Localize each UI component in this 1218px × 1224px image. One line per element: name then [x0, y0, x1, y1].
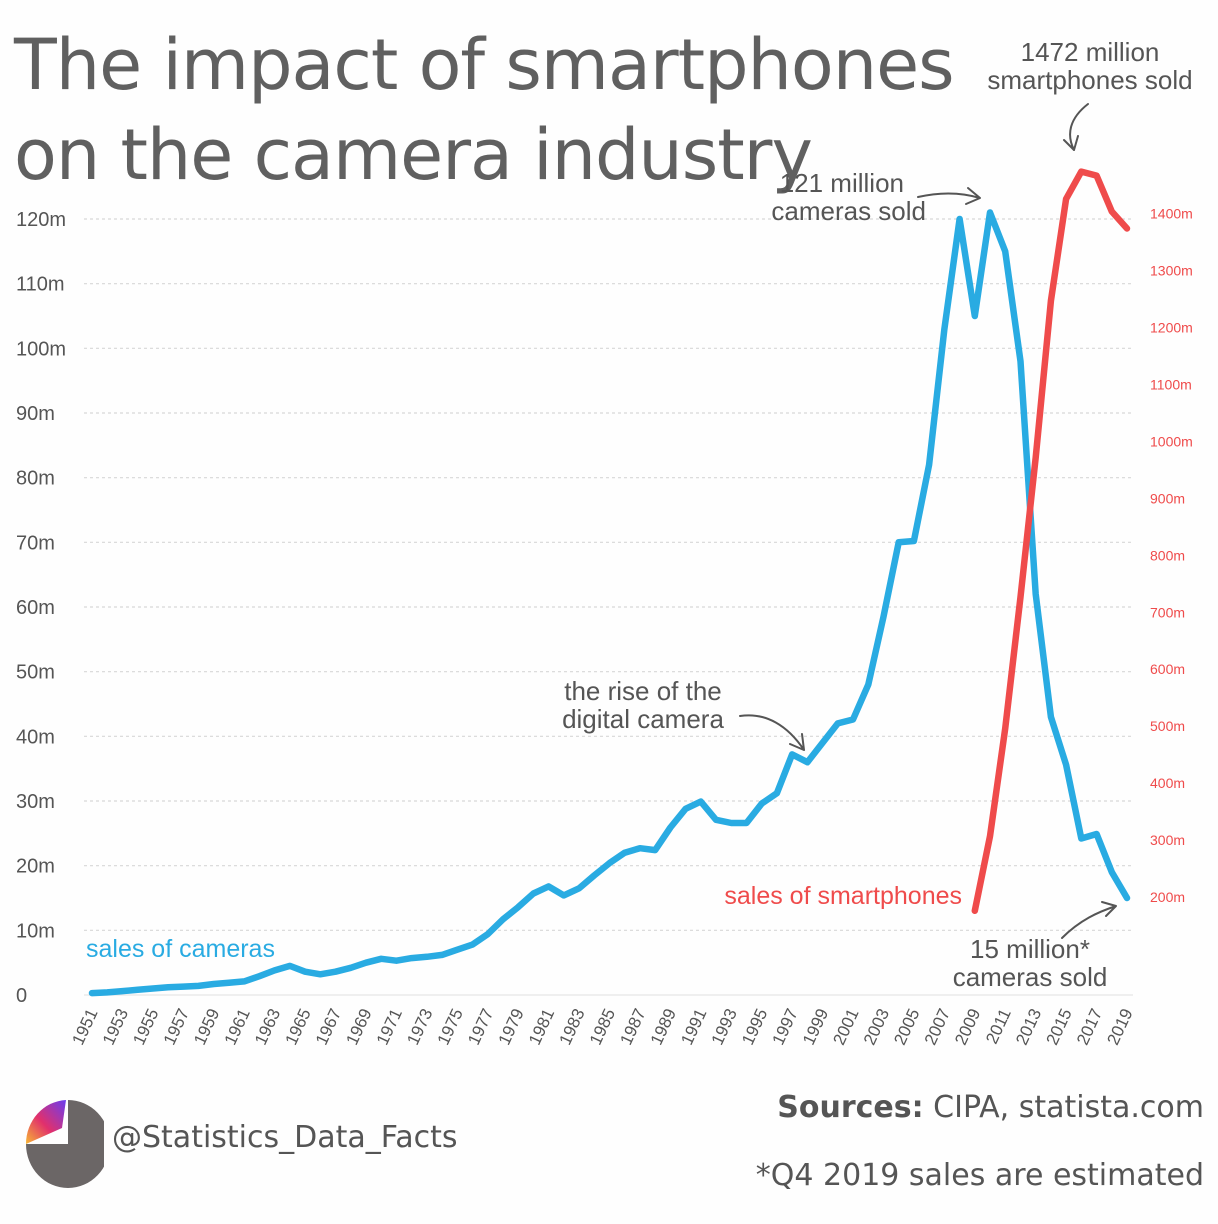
x-tick-label: 2003: [860, 1006, 893, 1048]
x-tick-label: 1975: [434, 1006, 467, 1048]
social-handle: @Statistics_Data_Facts: [112, 1120, 458, 1155]
x-tick-label: 1963: [251, 1006, 284, 1048]
y-left-tick-label: 110m: [16, 274, 65, 296]
y-right-tick-label: 1300m: [1150, 263, 1193, 279]
page-title: The impact of smartphones on the camera …: [14, 20, 955, 200]
title-line-2: on the camera industry: [14, 114, 813, 196]
y-left-tick-label: 40m: [16, 726, 55, 748]
y-left-tick-label: 0: [16, 985, 27, 1007]
x-tick-label: 2001: [829, 1006, 862, 1048]
annotation-cameras-peak-line2: cameras sold: [771, 196, 926, 226]
x-tick-label: 1961: [221, 1006, 254, 1048]
y-left-tick-label: 70m: [16, 532, 55, 554]
sources-text: CIPA, statista.com: [923, 1090, 1204, 1125]
x-tick-label: 1967: [312, 1006, 345, 1048]
y-left-tick-label: 50m: [16, 662, 55, 684]
x-tick-label: 1993: [708, 1006, 741, 1048]
x-tick-label: 1995: [738, 1006, 771, 1048]
sources-credit: Sources: CIPA, statista.com: [777, 1090, 1204, 1125]
arrow-icon: [1063, 103, 1089, 151]
y-right-tick-label: 400m: [1150, 775, 1185, 791]
x-tick-label: 1989: [647, 1006, 680, 1048]
annotation-digital-camera-line2: digital camera: [562, 704, 724, 734]
annotation-smartphones-peak-line1: 1472 million: [1021, 37, 1160, 67]
series-label-cameras: sales of cameras: [86, 935, 275, 963]
x-tick-label: 2017: [1073, 1006, 1106, 1048]
arrow-icon: [739, 714, 805, 751]
title-line-1: The impact of smartphones: [14, 24, 955, 106]
series-line-cameras: [88, 209, 1131, 997]
y-right-tick-label: 800m: [1150, 547, 1185, 563]
x-tick-label: 1965: [282, 1006, 315, 1048]
y-right-tick-label: 1100m: [1150, 376, 1192, 392]
brand-logo-icon: [25, 1100, 104, 1188]
series-line-smartphones: [971, 168, 1131, 915]
y-left-tick-label: 100m: [16, 338, 66, 360]
y-left-tick-label: 80m: [16, 468, 55, 490]
x-tick-label: 1957: [160, 1006, 193, 1048]
y-right-tick-label: 200m: [1150, 889, 1185, 905]
sources-label: Sources:: [777, 1090, 924, 1125]
x-tick-label: 1977: [464, 1006, 497, 1048]
y-right-tick-label: 1400m: [1150, 206, 1193, 222]
x-tick-label: 2009: [951, 1006, 984, 1048]
annotation-smartphones-peak-line2: smartphones sold: [987, 65, 1192, 95]
x-tick-label: 1987: [616, 1006, 649, 1048]
x-tick-label: 2013: [1012, 1006, 1045, 1048]
x-tick-label: 1997: [769, 1006, 802, 1048]
arrow-icon: [1061, 901, 1117, 939]
annotation-digital-camera-line1: the rise of the: [564, 676, 722, 706]
x-tick-label: 2015: [1043, 1006, 1076, 1048]
x-tick-label: 1971: [373, 1006, 406, 1048]
y-left-tick-label: 10m: [16, 920, 55, 942]
y-right-tick-label: 700m: [1150, 604, 1185, 620]
x-tick-label: 2019: [1103, 1006, 1136, 1048]
x-tick-label: 1955: [129, 1006, 162, 1048]
y-right-tick-label: 1000m: [1150, 433, 1193, 449]
x-tick-label: 2005: [890, 1006, 923, 1048]
x-tick-label: 1969: [342, 1006, 375, 1048]
y-right-tick-label: 600m: [1150, 661, 1185, 677]
x-tick-label: 2011: [982, 1006, 1015, 1047]
y-right-tick-label: 500m: [1150, 718, 1185, 734]
x-tick-label: 1983: [555, 1006, 588, 1048]
x-tick-label: 1959: [190, 1006, 223, 1048]
annotation-cameras-2019-line2: cameras sold: [953, 962, 1108, 992]
x-tick-label: 1953: [99, 1006, 132, 1048]
x-tick-label: 1985: [586, 1006, 619, 1048]
x-tick-label: 1973: [403, 1006, 436, 1048]
y-right-tick-label: 900m: [1150, 490, 1185, 506]
y-left-tick-label: 90m: [16, 403, 55, 425]
annotation-cameras-2019-line1: 15 million*: [970, 934, 1090, 964]
x-tick-label: 1979: [495, 1006, 528, 1048]
series-label-smartphones: sales of smartphones: [724, 882, 962, 910]
x-tick-label: 1951: [68, 1006, 101, 1048]
y-left-tick-label: 60m: [16, 597, 55, 619]
x-tick-label: 1981: [525, 1006, 558, 1048]
y-right-tick-label: 300m: [1150, 832, 1185, 848]
y-left-tick-label: 30m: [16, 791, 55, 813]
annotation-cameras-peak-line1: 121 million: [780, 168, 904, 198]
x-tick-label: 1999: [799, 1006, 832, 1048]
y-left-tick-label: 120m: [16, 209, 66, 231]
arrow-icon: [917, 187, 981, 205]
y-right-tick-label: 1200m: [1150, 320, 1193, 336]
x-tick-label: 1991: [677, 1006, 710, 1048]
footnote: *Q4 2019 sales are estimated: [755, 1158, 1204, 1193]
y-left-tick-label: 20m: [16, 856, 55, 878]
x-tick-label: 2007: [921, 1006, 954, 1048]
